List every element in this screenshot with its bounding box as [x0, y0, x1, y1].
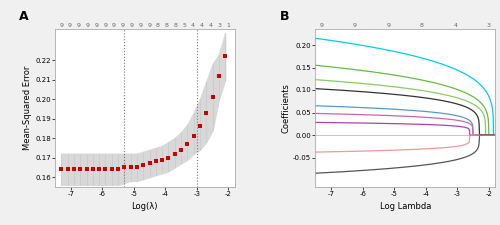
Point [208, 95, 216, 99]
Point [202, 111, 210, 115]
Point [95, 167, 103, 171]
Point [158, 158, 166, 161]
Point [82, 167, 90, 171]
X-axis label: Log Lambda: Log Lambda [380, 202, 431, 211]
Point [114, 167, 122, 171]
Point [64, 167, 72, 171]
Point [58, 167, 66, 171]
Text: B: B [280, 10, 289, 23]
Point [215, 74, 223, 78]
Point [108, 167, 116, 171]
Point [152, 160, 160, 163]
Point [184, 142, 192, 146]
Point [164, 156, 172, 159]
Y-axis label: Coefficients: Coefficients [282, 83, 290, 133]
Point [89, 167, 97, 171]
Point [139, 164, 147, 167]
Point [190, 134, 198, 138]
X-axis label: Log(λ): Log(λ) [132, 202, 158, 211]
Point [120, 166, 128, 169]
Point [221, 55, 229, 58]
Point [177, 148, 185, 152]
Point [146, 162, 154, 165]
Point [170, 152, 178, 155]
Point [196, 125, 204, 128]
Text: A: A [19, 10, 28, 23]
Point [133, 166, 141, 169]
Point [102, 167, 110, 171]
Point [70, 167, 78, 171]
Point [126, 166, 134, 169]
Point [76, 167, 84, 171]
Y-axis label: Mean-Squared Error: Mean-Squared Error [24, 66, 32, 150]
